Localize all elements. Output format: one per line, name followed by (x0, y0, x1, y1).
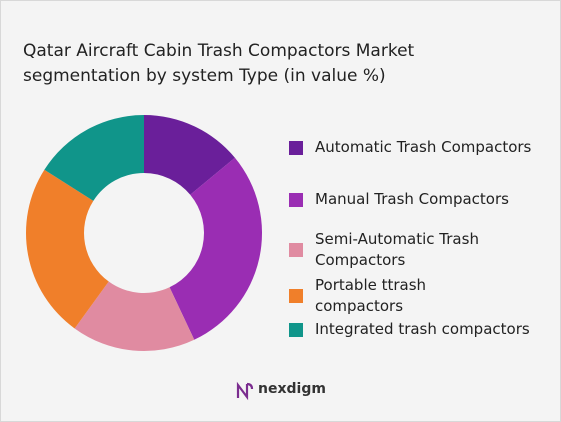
chart-title: Qatar Aircraft Cabin Trash Compactors Ma… (23, 41, 415, 86)
legend-label: Portable ttrash compactors (315, 276, 427, 315)
donut (26, 115, 262, 351)
legend-item: Portable ttrash compactors (289, 275, 475, 317)
donut-slice (169, 157, 262, 340)
legend-item: Integrated trash compactors (289, 319, 535, 340)
legend-label: Semi-Automatic Trash Compactors (315, 230, 479, 269)
legend-swatch (289, 140, 303, 155)
donut-slice (144, 115, 235, 195)
legend-label: Integrated trash compactors (315, 320, 530, 338)
legend-item: Semi-Automatic Trash Compactors (289, 229, 535, 271)
legend-label: Automatic Trash Compactors (315, 138, 532, 156)
logo (236, 381, 254, 401)
legend-item: Automatic Trash Compactors (289, 137, 535, 158)
legend-swatch (289, 243, 303, 257)
legend-swatch (289, 322, 303, 337)
brand: nexdigm (258, 381, 326, 397)
legend-item: Manual Trash Compactors (289, 189, 535, 210)
donut-slice (74, 281, 195, 351)
legend-swatch (289, 289, 303, 303)
legend-label: Manual Trash Compactors (315, 190, 509, 208)
legend-swatch (289, 192, 303, 207)
donut-slice (26, 169, 109, 329)
donut-slice (44, 115, 144, 201)
